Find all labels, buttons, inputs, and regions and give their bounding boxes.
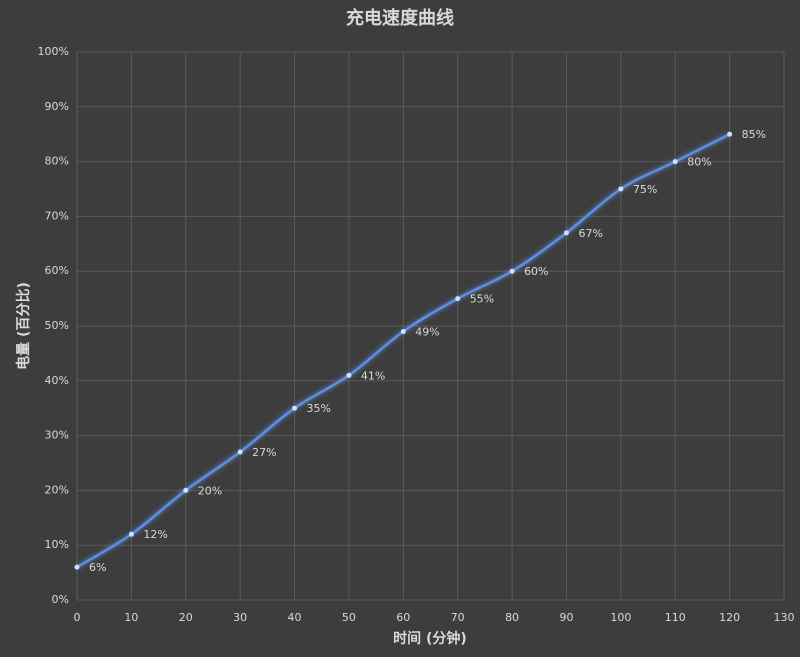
- y-tick-label: 80%: [45, 155, 69, 168]
- data-point: [400, 328, 406, 334]
- x-tick-label: 0: [74, 611, 81, 624]
- chart-title: 充电速度曲线: [346, 7, 454, 29]
- x-tick-label: 60: [396, 611, 410, 624]
- data-point: [727, 131, 733, 137]
- data-label: 75%: [633, 183, 657, 196]
- data-point: [292, 405, 298, 411]
- x-tick-label: 10: [124, 611, 138, 624]
- y-tick-label: 100%: [38, 45, 69, 58]
- data-label: 27%: [252, 446, 276, 459]
- data-point: [237, 449, 243, 455]
- data-label: 35%: [307, 402, 331, 415]
- data-point: [128, 531, 134, 537]
- x-tick-label: 30: [233, 611, 247, 624]
- data-point: [74, 564, 80, 570]
- data-label: 80%: [687, 156, 711, 169]
- data-point: [183, 487, 189, 493]
- y-tick-label: 30%: [45, 429, 69, 442]
- data-label: 60%: [524, 265, 548, 278]
- data-label: 41%: [361, 369, 385, 382]
- data-label: 12%: [143, 528, 167, 541]
- data-point: [672, 159, 678, 165]
- x-tick-label: 130: [774, 611, 795, 624]
- y-tick-label: 20%: [45, 483, 69, 496]
- data-point: [618, 186, 624, 192]
- x-axis-label: 时间 (分钟): [393, 630, 467, 647]
- data-point: [563, 230, 569, 236]
- y-tick-label: 0%: [52, 593, 69, 606]
- x-tick-label: 120: [719, 611, 740, 624]
- x-tick-label: 90: [559, 611, 573, 624]
- x-tick-label: 20: [179, 611, 193, 624]
- data-point: [455, 296, 461, 302]
- y-tick-label: 60%: [45, 264, 69, 277]
- y-tick-label: 90%: [45, 100, 69, 113]
- data-label: 20%: [198, 484, 222, 497]
- y-tick-label: 10%: [45, 538, 69, 551]
- data-point: [346, 372, 352, 378]
- x-tick-label: 70: [451, 611, 465, 624]
- x-tick-label: 50: [342, 611, 356, 624]
- x-tick-label: 40: [288, 611, 302, 624]
- data-label: 67%: [578, 227, 602, 240]
- data-label: 49%: [415, 325, 439, 338]
- data-label: 85%: [742, 128, 766, 141]
- y-axis-label: 电量 (百分比): [15, 282, 32, 370]
- y-tick-label: 40%: [45, 374, 69, 387]
- x-tick-label: 110: [665, 611, 686, 624]
- x-tick-label: 80: [505, 611, 519, 624]
- data-label: 6%: [89, 561, 106, 574]
- data-label: 55%: [470, 293, 494, 306]
- y-tick-label: 70%: [45, 209, 69, 222]
- x-tick-label: 100: [610, 611, 631, 624]
- y-tick-label: 50%: [45, 319, 69, 332]
- data-point: [509, 268, 515, 274]
